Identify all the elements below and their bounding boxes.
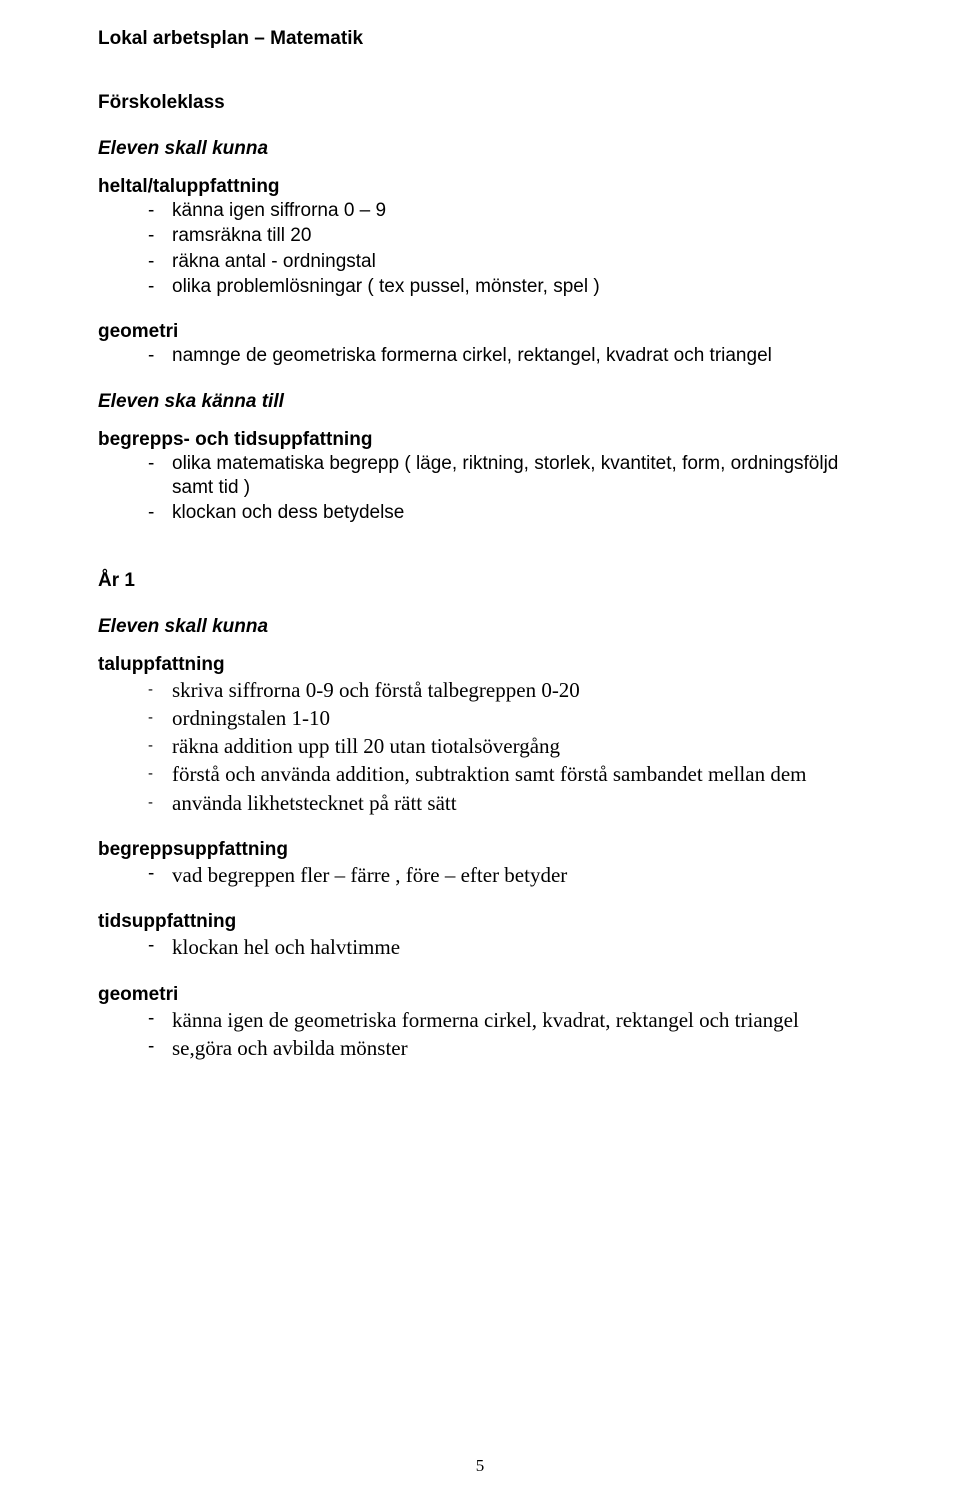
list-item: känna igen de geometriska formerna cirke… xyxy=(148,1007,862,1034)
list-taluppfattning: skriva siffrorna 0-9 och förstå talbegre… xyxy=(98,677,862,818)
group-taluppfattning: taluppfattning xyxy=(98,654,862,676)
subheading-eleven-kunna: Eleven skall kunna xyxy=(98,138,862,160)
list-item-text: vad begreppen fler – färre , före – efte… xyxy=(172,863,567,887)
list-item: förstå och använda addition, subtraktion… xyxy=(148,761,862,788)
group-tidsuppfattning: tidsuppfattning xyxy=(98,911,862,933)
section-preschool: Förskoleklass xyxy=(98,92,862,114)
list-item-text: ordningstalen 1-10 xyxy=(172,706,330,730)
list-item: räkna antal - ordningstal xyxy=(148,250,862,274)
list-item: skriva siffrorna 0-9 och förstå talbegre… xyxy=(148,677,862,704)
page-number: 5 xyxy=(0,1456,960,1476)
list-geometri-year1: känna igen de geometriska formerna cirke… xyxy=(98,1007,862,1063)
list-item-text: räkna addition upp till 20 utan tiotalsö… xyxy=(172,734,560,758)
group-geometri-preschool: geometri xyxy=(98,321,862,343)
list-item: klockan hel och halvtimme xyxy=(148,934,862,961)
list-tidsuppfattning: klockan hel och halvtimme xyxy=(98,934,862,961)
list-item: ramsräkna till 20 xyxy=(148,224,862,248)
list-item: ordningstalen 1-10 xyxy=(148,705,862,732)
group-heltal: heltal/taluppfattning xyxy=(98,176,862,198)
subheading-eleven-kanna-till: Eleven ska känna till xyxy=(98,391,862,413)
document-page: Lokal arbetsplan – Matematik Förskolekla… xyxy=(0,0,960,1496)
group-begreppsuppfattning: begreppsuppfattning xyxy=(98,839,862,861)
group-geometri-year1: geometri xyxy=(98,984,862,1006)
list-item: känna igen siffrorna 0 – 9 xyxy=(148,199,862,223)
subheading-year1-kunna: Eleven skall kunna xyxy=(98,616,862,638)
list-item-text: klockan hel och halvtimme xyxy=(172,935,400,959)
list-item: vad begreppen fler – färre , före – efte… xyxy=(148,862,862,889)
list-geometri-preschool: namnge de geometriska formerna cirkel, r… xyxy=(98,344,862,368)
list-item-text: se,göra och avbilda mönster xyxy=(172,1036,408,1060)
list-item-text: använda likhetstecknet på rätt sätt xyxy=(172,791,457,815)
list-item: se,göra och avbilda mönster xyxy=(148,1035,862,1062)
list-item-text: förstå och använda addition, subtraktion… xyxy=(172,762,807,786)
list-item: olika problemlösningar ( tex pussel, mön… xyxy=(148,275,862,299)
page-title: Lokal arbetsplan – Matematik xyxy=(98,28,862,50)
list-item: använda likhetstecknet på rätt sätt xyxy=(148,790,862,817)
list-item: olika matematiska begrepp ( läge, riktni… xyxy=(148,452,862,501)
list-item-text: känna igen de geometriska formerna cirke… xyxy=(172,1008,799,1032)
list-begrepps-tids: olika matematiska begrepp ( läge, riktni… xyxy=(98,452,862,526)
list-item: klockan och dess betydelse xyxy=(148,501,862,525)
list-item: namnge de geometriska formerna cirkel, r… xyxy=(148,344,862,368)
list-heltal: känna igen siffrorna 0 – 9 ramsräkna til… xyxy=(98,199,862,299)
list-begreppsuppfattning: vad begreppen fler – färre , före – efte… xyxy=(98,862,862,889)
list-item-text: skriva siffrorna 0-9 och förstå talbegre… xyxy=(172,678,580,702)
list-item: räkna addition upp till 20 utan tiotalsö… xyxy=(148,733,862,760)
section-year1: År 1 xyxy=(98,570,862,592)
group-begrepps-tids: begrepps- och tidsuppfattning xyxy=(98,429,862,451)
